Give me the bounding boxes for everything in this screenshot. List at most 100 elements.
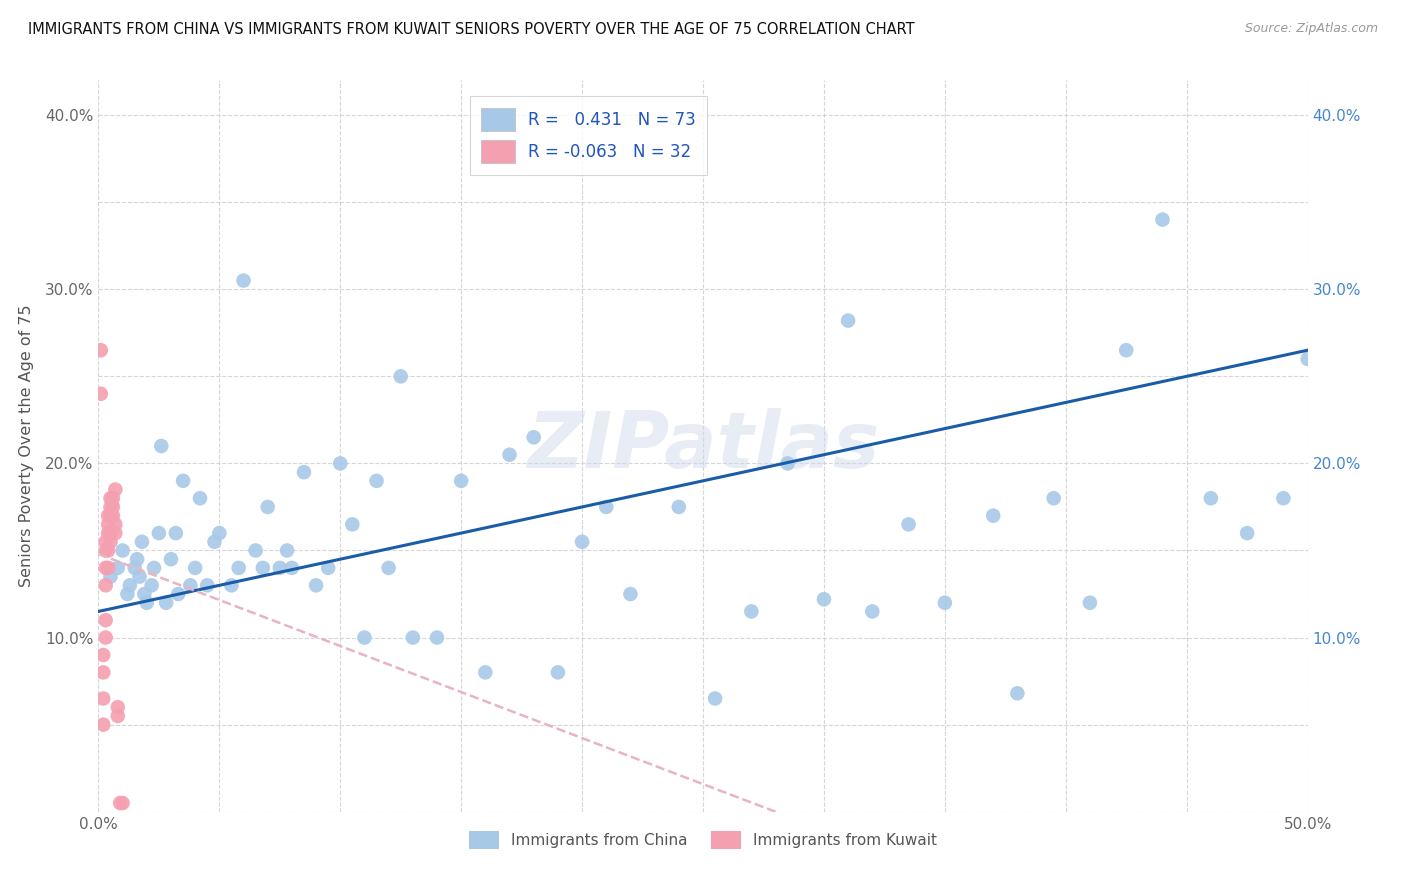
Point <box>619 587 641 601</box>
Point <box>813 592 835 607</box>
Point <box>523 430 546 444</box>
Point <box>131 534 153 549</box>
Legend: Immigrants from China, Immigrants from Kuwait: Immigrants from China, Immigrants from K… <box>463 824 943 855</box>
Point <box>377 561 399 575</box>
Point <box>208 526 231 541</box>
Point <box>179 578 201 592</box>
Point <box>252 561 274 575</box>
Point <box>141 578 163 592</box>
Point <box>188 491 211 506</box>
Point <box>1236 526 1258 541</box>
Point <box>94 561 117 575</box>
Point <box>107 709 129 723</box>
Point <box>426 631 449 645</box>
Point <box>143 561 166 575</box>
Point <box>342 517 364 532</box>
Point <box>117 587 139 601</box>
Point <box>704 691 727 706</box>
Point <box>101 491 124 506</box>
Point <box>474 665 496 680</box>
Point <box>91 717 114 731</box>
Point <box>100 508 122 523</box>
Point <box>366 474 388 488</box>
Y-axis label: Seniors Poverty Over the Age of 75: Seniors Poverty Over the Age of 75 <box>18 305 34 587</box>
Point <box>316 561 339 575</box>
Point <box>256 500 278 514</box>
Point <box>172 474 194 488</box>
Point <box>897 517 920 532</box>
Point <box>100 491 122 506</box>
Point <box>134 587 156 601</box>
Point <box>1272 491 1295 506</box>
Point <box>269 561 291 575</box>
Point <box>276 543 298 558</box>
Point <box>837 313 859 327</box>
Point <box>981 508 1004 523</box>
Point <box>90 343 112 358</box>
Point <box>498 448 520 462</box>
Point <box>1296 351 1319 366</box>
Point <box>124 561 146 575</box>
Point <box>547 665 569 680</box>
Point <box>135 596 157 610</box>
Text: ZIPatlas: ZIPatlas <box>527 408 879 484</box>
Point <box>128 569 150 583</box>
Point <box>148 526 170 541</box>
Point <box>281 561 304 575</box>
Point <box>104 517 127 532</box>
Point <box>91 648 114 662</box>
Point <box>305 578 328 592</box>
Point <box>118 578 141 592</box>
Point <box>204 534 226 549</box>
Point <box>100 526 122 541</box>
Point <box>221 578 243 592</box>
Point <box>740 604 762 618</box>
Point <box>1078 596 1101 610</box>
Point <box>90 386 112 401</box>
Point <box>100 534 122 549</box>
Point <box>107 561 129 575</box>
Text: IMMIGRANTS FROM CHINA VS IMMIGRANTS FROM KUWAIT SENIORS POVERTY OVER THE AGE OF : IMMIGRANTS FROM CHINA VS IMMIGRANTS FROM… <box>28 22 915 37</box>
Point <box>94 543 117 558</box>
Point <box>934 596 956 610</box>
Point <box>107 700 129 714</box>
Point <box>1007 686 1029 700</box>
Point <box>1042 491 1064 506</box>
Point <box>97 526 120 541</box>
Point <box>195 578 218 592</box>
Point <box>329 457 352 471</box>
Point <box>402 631 425 645</box>
Point <box>1199 491 1222 506</box>
Point <box>595 500 617 514</box>
Point <box>101 500 124 514</box>
Point <box>167 587 190 601</box>
Point <box>232 274 254 288</box>
Point <box>184 561 207 575</box>
Point <box>127 552 149 566</box>
Point <box>104 483 127 497</box>
Point <box>571 534 593 549</box>
Point <box>111 543 134 558</box>
Point <box>94 534 117 549</box>
Point <box>108 796 131 810</box>
Point <box>97 561 120 575</box>
Point <box>160 552 183 566</box>
Point <box>91 691 114 706</box>
Point <box>104 526 127 541</box>
Point <box>292 465 315 479</box>
Point <box>165 526 187 541</box>
Point <box>100 569 122 583</box>
Point <box>668 500 690 514</box>
Point <box>1152 212 1174 227</box>
Point <box>100 500 122 514</box>
Point <box>97 543 120 558</box>
Point <box>97 508 120 523</box>
Point <box>111 796 134 810</box>
Point <box>97 517 120 532</box>
Point <box>245 543 267 558</box>
Point <box>450 474 472 488</box>
Point <box>860 604 883 618</box>
Text: Source: ZipAtlas.com: Source: ZipAtlas.com <box>1244 22 1378 36</box>
Point <box>389 369 412 384</box>
Point <box>1115 343 1137 358</box>
